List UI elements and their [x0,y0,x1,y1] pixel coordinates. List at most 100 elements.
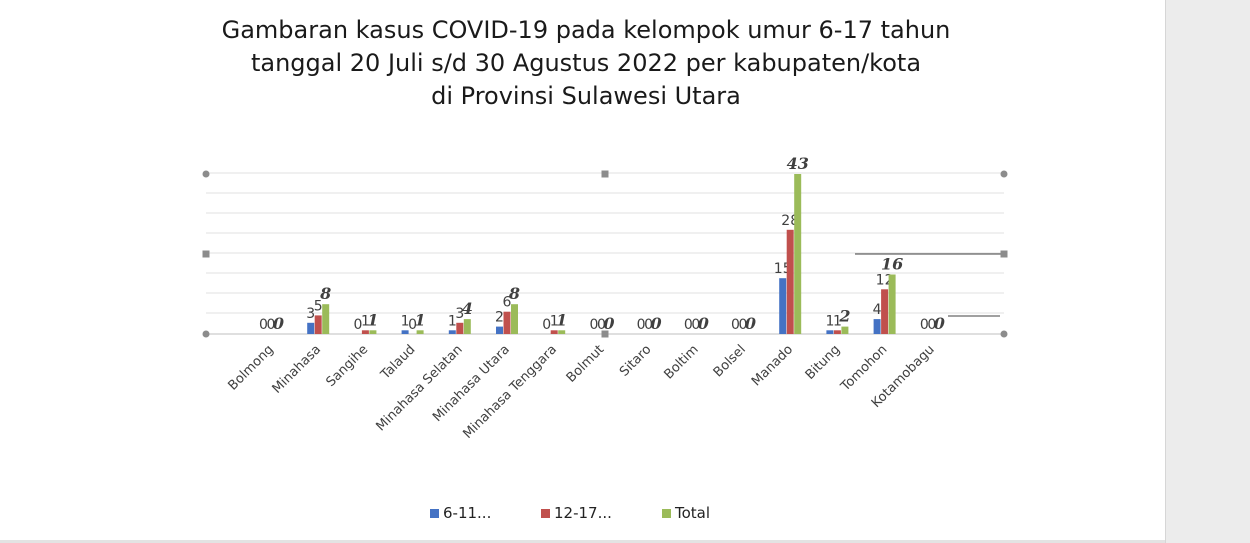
x-tick-label-sitaro: Sitaro [617,342,654,379]
legend-item-12-17[interactable]: 12-17... [541,504,612,522]
bar-talaud-6-11 [401,330,409,334]
legend-swatch-6-11 [430,508,439,518]
data-label-boltim-6-11: 0 [684,317,693,333]
resize-handle[interactable] [202,330,210,338]
data-label-boltim-total: 0 [698,314,709,333]
bar-minahasa-tenggara-total [558,330,566,334]
bar-minahasa-utara-total [511,304,518,334]
side-panel [1165,0,1250,543]
resize-handle[interactable] [601,330,609,338]
resize-handle[interactable] [1000,330,1008,338]
chart-title-line-1: Gambaran kasus COVID-19 pada kelompok um… [221,16,951,44]
data-label-bolsel-12-17: 0 [739,317,748,333]
x-tick-label-talaud: Talaud [378,342,419,383]
chart-title-line-2: tanggal 20 Juli s/d 30 Agustus 2022 per … [250,49,922,77]
bar-minahasa-utara-6-11 [496,326,503,334]
bar-minahasa-selatan-12-17 [456,322,464,334]
bar-sangihe-12-17 [361,330,369,334]
bar-minahasa-selatan-6-11 [448,330,456,334]
legend-swatch-total [662,508,671,518]
data-label-bolmong-12-17: 0 [267,317,276,333]
data-label-minahasa-selatan-total: 4 [462,299,473,318]
data-label-talaud-total: 1 [415,310,426,329]
data-label-sangihe-6-11: 0 [353,317,362,333]
bar-manado-12-17 [786,229,794,334]
bar-bitung-12-17 [833,330,841,334]
resize-handle[interactable] [202,250,210,258]
data-label-kotamobagu-total: 0 [934,314,945,333]
data-label-talaud-12-17: 0 [408,317,417,333]
data-label-minahasa-tenggara-total: 1 [556,310,567,329]
bar-minahasa-utara-12-17 [503,311,511,334]
chart-area: Gambaran kasus COVID-19 pada kelompok um… [0,0,1165,543]
bar-minahasa-12-17 [314,315,322,334]
data-label-sitaro-total: 0 [651,314,662,333]
data-label-minahasa-utara-6-11: 2 [495,310,504,326]
chart-title: Gambaran kasus COVID-19 pada kelompok um… [156,14,1016,113]
data-label-bitung-total: 2 [838,307,850,326]
bar-talaud-total [416,330,424,334]
x-tick-label-minahasa: Minahasa [270,342,324,396]
chart-plot[interactable]: 000Bolmong358Minahasa011Sangihe101Talaud… [0,0,1165,543]
data-label-minahasa-selatan-12-17: 3 [455,306,464,322]
data-label-sangihe-total: 1 [367,310,378,329]
legend-label-6-11: 6-11... [443,504,492,522]
data-label-bolmut-6-11: 0 [589,317,598,333]
bar-sangihe-total [369,330,377,334]
legend-swatch-12-17 [541,508,550,518]
bar-manado-total [794,174,802,334]
bar-minahasa-tenggara-12-17 [550,330,558,334]
bar-tomohon-6-11 [873,319,881,334]
data-label-sitaro-12-17: 0 [644,317,653,333]
bar-tomohon-12-17 [881,289,889,334]
bar-minahasa-selatan-total [463,319,471,334]
data-label-minahasa-selatan-6-11: 1 [448,313,457,329]
resize-handle[interactable] [601,170,609,178]
data-label-minahasa-12-17: 5 [314,298,323,314]
data-label-bolmong-total: 0 [273,314,284,333]
x-tick-label-bitung: Bitung [803,342,844,383]
data-label-bitung-12-17: 1 [833,313,842,329]
data-label-tomohon-6-11: 4 [873,302,882,318]
data-label-tomohon-total: 16 [881,255,903,274]
x-tick-label-sangihe: Sangihe [323,342,371,390]
data-label-bolsel-6-11: 0 [731,317,740,333]
data-label-bolmut-total: 0 [603,314,614,333]
x-tick-label-minahasa-tenggara: Minahasa Tenggara [460,342,560,442]
resize-handle[interactable] [1000,250,1008,258]
legend-item-6-11[interactable]: 6-11... [430,504,491,522]
legend-label-12-17: 12-17... [554,504,612,522]
chart-legend[interactable]: 6-11... 12-17... Total [0,504,1165,526]
data-label-minahasa-utara-total: 8 [508,284,520,303]
x-tick-label-minahasa-selatan: Minahasa Selatan [374,342,466,434]
x-tick-label-manado: Manado [749,342,796,389]
data-label-minahasa-total: 8 [319,284,331,303]
data-label-talaud-6-11: 1 [401,313,410,329]
x-tick-label-bolsel: Bolsel [711,342,749,380]
resize-handle[interactable] [202,170,210,178]
data-label-manado-total: 43 [787,154,809,173]
chart-title-line-3: di Provinsi Sulawesi Utara [431,82,741,110]
data-label-bolmong-6-11: 0 [259,317,268,333]
data-label-kotamobagu-12-17: 0 [927,317,936,333]
data-label-minahasa-tenggara-6-11: 0 [542,317,551,333]
resize-handle[interactable] [1000,170,1008,178]
data-label-bolmut-12-17: 0 [597,317,606,333]
bar-bitung-6-11 [826,330,834,334]
bar-tomohon-total [888,274,896,334]
data-label-boltim-12-17: 0 [691,317,700,333]
x-tick-label-boltim: Boltim [661,342,701,382]
bar-bitung-total [841,326,849,334]
data-label-bitung-6-11: 1 [825,313,834,329]
data-label-minahasa-6-11: 3 [306,306,315,322]
data-label-sitaro-6-11: 0 [637,317,646,333]
data-label-kotamobagu-6-11: 0 [920,317,929,333]
x-tick-label-bolmut: Bolmut [564,342,607,385]
data-label-minahasa-tenggara-12-17: 1 [550,313,559,329]
bar-minahasa-6-11 [307,322,315,334]
legend-label-total: Total [675,504,711,522]
bar-minahasa-total [322,304,330,334]
legend-item-total[interactable]: Total [662,504,710,522]
page-bottom-divider [0,540,1165,543]
data-label-minahasa-utara-12-17: 6 [503,295,512,311]
